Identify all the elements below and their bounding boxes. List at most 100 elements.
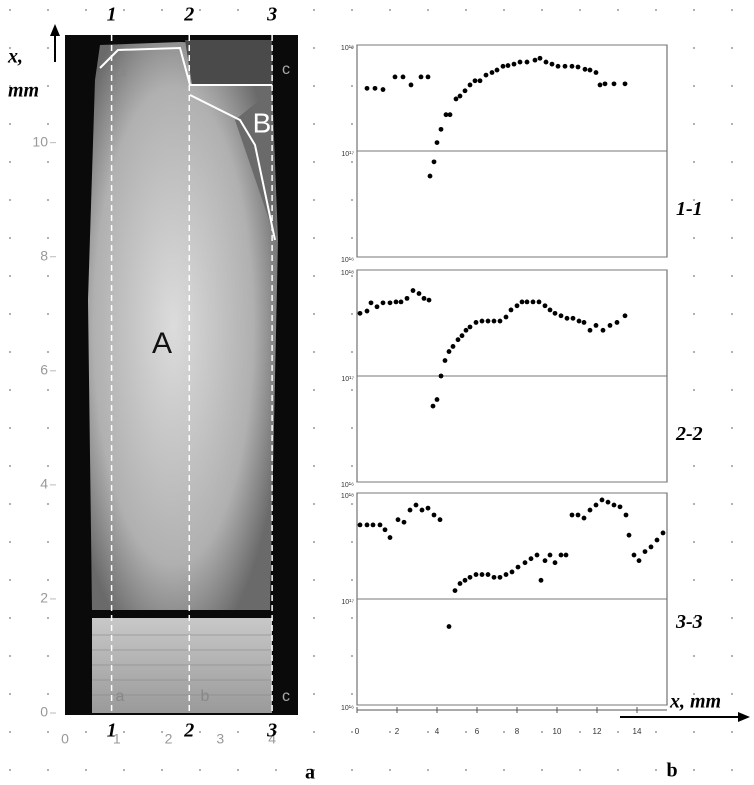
- data-point: [437, 517, 443, 523]
- data-point: [426, 297, 432, 303]
- data-point: [593, 502, 599, 508]
- data-point: [524, 59, 530, 65]
- data-point: [438, 126, 444, 132]
- data-point: [395, 517, 401, 523]
- data-point: [400, 74, 406, 80]
- data-point: [392, 74, 398, 80]
- data-point: [555, 63, 561, 69]
- data-point: [467, 82, 473, 88]
- panel-label: b: [666, 760, 677, 782]
- data-point: [473, 320, 479, 325]
- section-label: 3: [266, 4, 277, 26]
- data-point: [364, 85, 370, 91]
- data-point: [459, 333, 465, 339]
- data-point: [404, 295, 410, 301]
- x-tick-label: 8: [515, 727, 520, 736]
- data-point: [542, 303, 548, 309]
- section-label: 1: [107, 4, 117, 26]
- data-point: [467, 324, 473, 330]
- data-point: [430, 403, 436, 409]
- data-point: [438, 373, 444, 379]
- data-point: [532, 57, 538, 63]
- zone-label: A: [152, 327, 172, 360]
- data-point: [398, 299, 404, 305]
- data-point: [473, 572, 479, 577]
- data-point: [536, 299, 542, 305]
- region-label: b: [201, 688, 210, 705]
- x-tick-label: 14: [633, 727, 642, 736]
- x-tick-label: 10: [553, 727, 562, 736]
- boundary-line: [189, 94, 276, 241]
- section-label: 3: [266, 720, 277, 742]
- data-point: [549, 61, 555, 67]
- data-point: [479, 572, 485, 577]
- data-point: [508, 307, 514, 313]
- data-point: [503, 572, 509, 577]
- data-point: [446, 349, 452, 354]
- x-tick-label: 2: [165, 731, 173, 747]
- data-point: [593, 70, 599, 75]
- x-axis-label: x, mm: [669, 691, 721, 713]
- data-point: [587, 327, 593, 333]
- data-point: [357, 522, 363, 528]
- data-point: [491, 318, 497, 324]
- data-point: [462, 577, 468, 583]
- data-point: [626, 532, 632, 538]
- region-label: a: [118, 63, 127, 80]
- data-point: [418, 74, 424, 80]
- data-point: [558, 313, 564, 319]
- zone-label: B: [253, 107, 272, 138]
- y-tick-label: 10¹⁶: [341, 705, 354, 712]
- y-tick-label: 4: [40, 476, 48, 492]
- data-point: [483, 72, 489, 78]
- x-tick-label: 0: [61, 731, 69, 747]
- data-point: [387, 300, 393, 306]
- data-point: [509, 569, 515, 575]
- data-point: [617, 504, 623, 510]
- section-label: 2: [183, 720, 194, 742]
- x-tick-label: 4: [435, 727, 440, 736]
- data-point: [642, 549, 648, 555]
- data-point: [505, 63, 511, 68]
- data-point: [485, 318, 491, 324]
- data-point: [538, 577, 544, 583]
- data-point: [374, 304, 380, 310]
- data-point: [450, 344, 456, 349]
- data-point: [622, 81, 628, 87]
- data-point: [503, 314, 509, 320]
- data-point: [528, 556, 534, 562]
- data-point: [581, 515, 587, 521]
- data-point: [380, 300, 386, 306]
- data-point: [564, 315, 570, 321]
- data-point: [491, 574, 497, 580]
- data-point: [611, 81, 617, 87]
- micrograph: [65, 35, 298, 715]
- data-point: [542, 558, 548, 564]
- data-point: [524, 299, 530, 305]
- data-point: [407, 507, 413, 513]
- y-tick-label: 10¹⁷: [341, 151, 354, 158]
- data-point: [380, 87, 386, 92]
- data-point: [453, 96, 459, 102]
- data-point: [413, 502, 419, 508]
- plot-title: 3-3: [675, 611, 703, 633]
- data-point: [434, 140, 440, 146]
- arrow-head: [738, 712, 750, 722]
- data-point: [368, 300, 374, 306]
- data-point: [431, 159, 437, 165]
- y-tick-label: 10¹⁸: [341, 270, 354, 277]
- section-label: 2: [183, 4, 194, 26]
- data-point: [582, 66, 588, 72]
- data-point: [587, 67, 593, 73]
- data-point: [515, 564, 521, 570]
- data-point: [607, 323, 613, 328]
- data-point: [452, 588, 458, 594]
- data-point: [547, 552, 553, 558]
- x-tick-label: 12: [593, 727, 602, 736]
- data-point: [457, 581, 463, 586]
- data-point: [462, 88, 468, 94]
- data-point: [593, 323, 599, 328]
- data-point: [537, 55, 543, 61]
- data-point: [443, 112, 449, 118]
